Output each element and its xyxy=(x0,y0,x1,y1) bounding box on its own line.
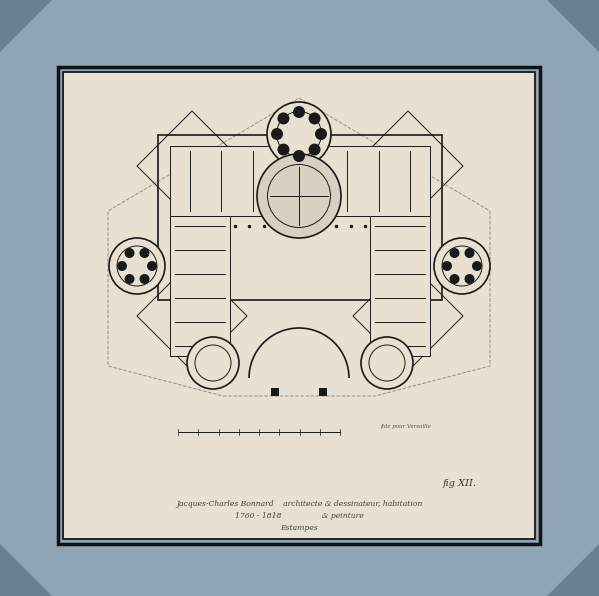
Circle shape xyxy=(187,337,239,389)
Circle shape xyxy=(267,102,331,166)
Bar xyxy=(170,216,230,356)
Polygon shape xyxy=(353,111,463,221)
Bar xyxy=(271,388,279,396)
Circle shape xyxy=(308,113,320,125)
Circle shape xyxy=(449,274,459,284)
Circle shape xyxy=(293,106,305,118)
Circle shape xyxy=(464,248,474,258)
Circle shape xyxy=(277,144,289,156)
Text: Estampes: Estampes xyxy=(280,524,318,532)
Polygon shape xyxy=(0,0,52,52)
Circle shape xyxy=(140,274,150,284)
Polygon shape xyxy=(547,544,599,596)
Bar xyxy=(158,135,442,300)
Circle shape xyxy=(293,150,305,162)
Circle shape xyxy=(315,128,327,140)
Bar xyxy=(63,72,535,539)
Polygon shape xyxy=(353,261,463,371)
Circle shape xyxy=(271,128,283,140)
Circle shape xyxy=(125,248,135,258)
Circle shape xyxy=(308,144,320,156)
Circle shape xyxy=(449,248,459,258)
Circle shape xyxy=(125,274,135,284)
Bar xyxy=(58,67,540,544)
Text: fide pour Versaille: fide pour Versaille xyxy=(380,424,431,429)
Polygon shape xyxy=(547,0,599,52)
Bar xyxy=(370,216,430,356)
Circle shape xyxy=(117,261,127,271)
Circle shape xyxy=(361,337,413,389)
Circle shape xyxy=(464,274,474,284)
Circle shape xyxy=(277,113,289,125)
Bar xyxy=(170,146,430,216)
Circle shape xyxy=(109,238,165,294)
Text: 1760 - 1818                 & peinture: 1760 - 1818 & peinture xyxy=(235,512,364,520)
Polygon shape xyxy=(0,544,52,596)
Circle shape xyxy=(442,261,452,271)
Circle shape xyxy=(140,248,150,258)
Circle shape xyxy=(257,154,341,238)
Text: Jacques-Charles Bonnard    architecte & dessinateur, habitation: Jacques-Charles Bonnard architecte & des… xyxy=(176,500,422,508)
Polygon shape xyxy=(137,261,247,371)
Circle shape xyxy=(147,261,157,271)
Polygon shape xyxy=(137,111,247,221)
Circle shape xyxy=(472,261,482,271)
Circle shape xyxy=(434,238,490,294)
Bar xyxy=(319,388,327,396)
Bar xyxy=(64,73,534,538)
Text: fig XII.: fig XII. xyxy=(443,479,477,488)
